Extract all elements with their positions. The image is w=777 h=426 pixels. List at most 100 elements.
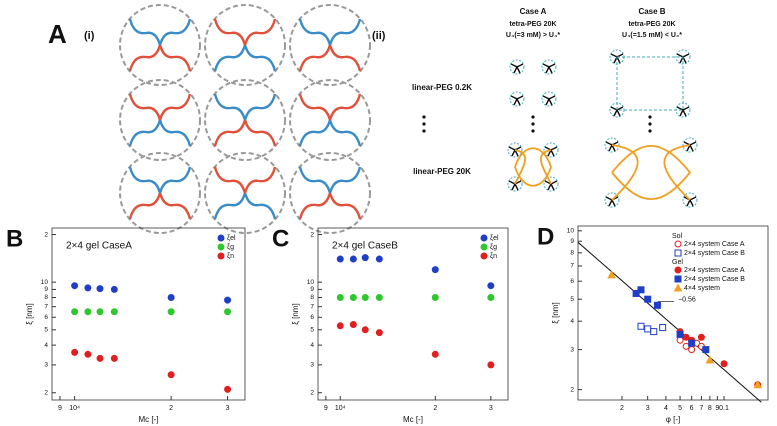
polymer-arm xyxy=(298,93,332,121)
legend-label: ξn xyxy=(490,253,497,260)
row-label: linear-PEG 20K xyxy=(413,167,471,176)
legend-group: Sol xyxy=(672,233,683,240)
polymer-arm xyxy=(328,166,362,194)
long-chain xyxy=(514,147,552,187)
marker xyxy=(224,308,232,316)
polymer-arm xyxy=(213,44,247,72)
y-tick-label: 7 xyxy=(44,303,48,310)
panel-a: A (i) (ii) Case A tetra-PEG 20K U₄(=3 mM… xyxy=(48,4,698,234)
polymer-arm xyxy=(298,18,332,46)
case-text: U₄(=3 mM) > U₄* xyxy=(506,32,560,39)
x-tick-label: 3 xyxy=(226,405,230,412)
y-tick-label: 7 xyxy=(570,263,574,270)
x-axis-label: Mc [-] xyxy=(139,415,159,424)
marker xyxy=(487,294,495,302)
marker xyxy=(217,234,225,242)
x-tick-label: 3 xyxy=(489,405,493,412)
y-tick-label: 6 xyxy=(44,314,48,321)
x-tick-label: 6 xyxy=(690,405,694,412)
marker xyxy=(720,360,728,368)
marker xyxy=(607,270,616,279)
legend-label: ξn xyxy=(227,253,234,260)
marker xyxy=(431,350,439,358)
polymer-arm xyxy=(213,93,247,121)
y-tick-label: 3 xyxy=(44,362,48,369)
marker xyxy=(336,322,344,330)
x-tick-label: 2 xyxy=(433,405,437,412)
marker xyxy=(71,308,79,316)
marker xyxy=(688,339,696,347)
polymer-arm xyxy=(243,18,277,46)
x-tick-label: 7 xyxy=(699,405,703,412)
x-tick-label: 9 xyxy=(58,405,62,412)
annotation: 2×4 gel CaseB xyxy=(332,241,398,252)
y-tick-label: 2 xyxy=(310,389,314,396)
case-text: U₄(=1.5 mM) < U₄* xyxy=(622,32,682,39)
marker xyxy=(375,294,383,302)
marker xyxy=(167,294,175,302)
polymer-arm xyxy=(213,18,247,46)
panel-label: B xyxy=(6,225,23,252)
polymer-arm xyxy=(158,192,192,220)
y-tick-label: 4 xyxy=(310,342,314,349)
y-tick-label: 2 xyxy=(310,231,314,238)
x-axis-label: Mc [-] xyxy=(403,415,423,424)
marker xyxy=(84,350,92,358)
case-text: tetra-PEG 20K xyxy=(509,21,556,28)
y-tick-label: 4 xyxy=(44,342,48,349)
marker xyxy=(659,324,667,332)
marker xyxy=(167,371,175,379)
node-circle xyxy=(541,59,557,75)
polymer-arm xyxy=(128,119,162,147)
legend-label: ξg xyxy=(227,244,234,251)
unit-circle xyxy=(204,4,286,86)
polymer-arm xyxy=(158,93,192,121)
unit-circle xyxy=(204,152,286,234)
panel-label: D xyxy=(537,223,554,250)
polymer-arm xyxy=(243,119,277,147)
marker xyxy=(653,301,661,309)
marker xyxy=(637,286,645,294)
node-cross xyxy=(676,106,690,117)
polymer-arm xyxy=(328,93,362,121)
marker xyxy=(644,295,652,303)
plot-frame xyxy=(577,225,769,401)
legend-label: 4×4 system xyxy=(684,285,720,292)
network-box xyxy=(616,56,684,111)
node-circle xyxy=(541,91,557,107)
panel-label: C xyxy=(272,225,289,252)
y-tick-label: 2 xyxy=(44,389,48,396)
polymer-arm xyxy=(243,44,277,72)
polymer-arm xyxy=(158,166,192,194)
polymer-arm xyxy=(328,192,362,220)
legend-label: 2×4 system Case B xyxy=(684,276,745,283)
marker xyxy=(110,308,118,316)
y-tick-label: 8 xyxy=(44,294,48,301)
sub-label: (i) xyxy=(84,30,95,42)
legend-label: ξg xyxy=(490,244,497,251)
y-tick-label: 2 xyxy=(570,386,574,393)
polymer-arm xyxy=(213,192,247,220)
y-tick-label: 6 xyxy=(570,278,574,285)
marker xyxy=(110,285,118,293)
marker xyxy=(632,289,640,297)
marker xyxy=(361,294,369,302)
marker xyxy=(361,326,369,334)
marker xyxy=(375,255,383,263)
x-axis-label: φ [-] xyxy=(666,415,681,424)
x-tick-label: 4 xyxy=(664,405,668,412)
node-cross xyxy=(510,95,524,106)
polymer-arm xyxy=(158,18,192,46)
x-tick-label: 2 xyxy=(620,405,624,412)
long-chain xyxy=(611,144,692,201)
y-tick-label: 10 xyxy=(307,279,315,286)
legend-group: Gel xyxy=(672,259,683,266)
x-tick-label: 0.1 xyxy=(719,405,729,412)
node-cross xyxy=(542,63,556,74)
sub-label: (ii) xyxy=(372,30,386,42)
x-tick-label: 10⁴ xyxy=(69,405,80,412)
marker xyxy=(431,294,439,302)
node-circle xyxy=(509,59,525,75)
